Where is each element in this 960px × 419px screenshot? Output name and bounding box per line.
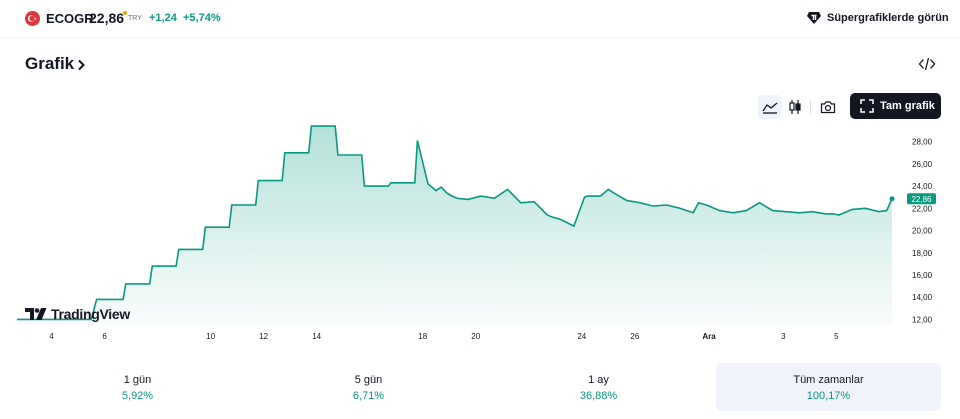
y-tick-label: 28,00: [912, 138, 933, 147]
snapshot-button[interactable]: [816, 95, 840, 119]
last-price: 22,86: [89, 10, 125, 26]
y-tick-label: 22,00: [912, 204, 933, 213]
x-tick-label: 24: [577, 332, 586, 341]
fullscreen-chart-button[interactable]: Tam grafik: [850, 93, 941, 119]
stat-value: 100,17%: [806, 390, 851, 402]
x-tick-label: 3: [781, 332, 786, 341]
x-tick-label: Ara: [702, 332, 716, 341]
symbol-header: ECOGR 22,86 TRY +1,24 +5,74% Süpergrafik…: [0, 0, 960, 38]
x-tick-label: 4: [49, 332, 54, 341]
y-tick-label: 26,00: [912, 160, 933, 169]
price-change-percent: +5,74%: [183, 12, 221, 24]
x-tick-label: 5: [834, 332, 839, 341]
toolbar-divider: [810, 100, 811, 114]
y-tick-label: 12,00: [912, 315, 933, 324]
stat-label: 1 gün: [123, 374, 152, 386]
code-icon[interactable]: [918, 56, 936, 72]
x-tick-label: 6: [102, 332, 107, 341]
x-tick-label: 20: [471, 332, 480, 341]
symbol-ticker[interactable]: ECOGR: [46, 11, 94, 26]
last-value-dot: [889, 196, 895, 202]
y-tick-label: 20,00: [912, 227, 933, 236]
tradingview-logo-icon: [25, 308, 47, 320]
price-change: +1,24: [149, 12, 177, 24]
supercharts-link[interactable]: Süpergrafiklerde görün: [827, 12, 949, 24]
supercharts-logo-icon[interactable]: [806, 10, 822, 26]
area-chart-button[interactable]: [758, 95, 782, 119]
y-tick-label: 14,00: [912, 293, 933, 302]
stat-label: 1 ay: [588, 374, 609, 386]
stat-5-day[interactable]: 5 gün 6,71%: [251, 363, 486, 411]
stat-all-time[interactable]: Tüm zamanlar 100,17%: [716, 363, 941, 411]
market-status-dot-icon: [123, 11, 127, 15]
stat-1-month[interactable]: 1 ay 36,88%: [481, 363, 716, 411]
tradingview-logo-text: TradingView: [51, 306, 130, 322]
x-tick-label: 18: [418, 332, 427, 341]
turkey-flag-icon: [25, 11, 40, 26]
area-chart-icon: [762, 102, 778, 114]
stat-value: 36,88%: [579, 390, 618, 402]
stat-value: 6,71%: [352, 390, 385, 402]
tradingview-logo[interactable]: TradingView: [25, 306, 130, 322]
stat-value: 5,92%: [121, 390, 154, 402]
x-tick-label: 12: [259, 332, 268, 341]
last-value-label: 22,86: [911, 195, 932, 204]
fullscreen-icon: [860, 99, 874, 113]
stat-label: 5 gün: [354, 374, 383, 386]
x-tick-label: 10: [206, 332, 215, 341]
currency-label: TRY: [128, 15, 142, 22]
y-tick-label: 24,00: [912, 182, 933, 191]
stat-label: Tüm zamanlar: [793, 374, 864, 386]
y-tick-label: 16,00: [912, 271, 933, 280]
y-tick-label: 18,00: [912, 249, 933, 258]
price-area: [17, 126, 892, 325]
x-tick-label: 26: [630, 332, 639, 341]
stat-1-day[interactable]: 1 gün 5,92%: [20, 363, 255, 411]
price-line: [17, 125, 893, 321]
candlestick-button[interactable]: [783, 95, 807, 119]
chevron-right-icon[interactable]: [77, 59, 85, 71]
candlestick-icon: [789, 100, 801, 114]
section-title[interactable]: Grafik: [25, 54, 75, 73]
last-value-badge: [907, 193, 936, 205]
price-chart[interactable]: 28,00 26,00 24,00 22,00 20,00 18,00 16,00 14,00…: [0, 125, 960, 345]
fullscreen-label: Tam grafik: [880, 100, 935, 112]
camera-icon: [820, 101, 836, 114]
x-tick-label: 14: [312, 332, 321, 341]
